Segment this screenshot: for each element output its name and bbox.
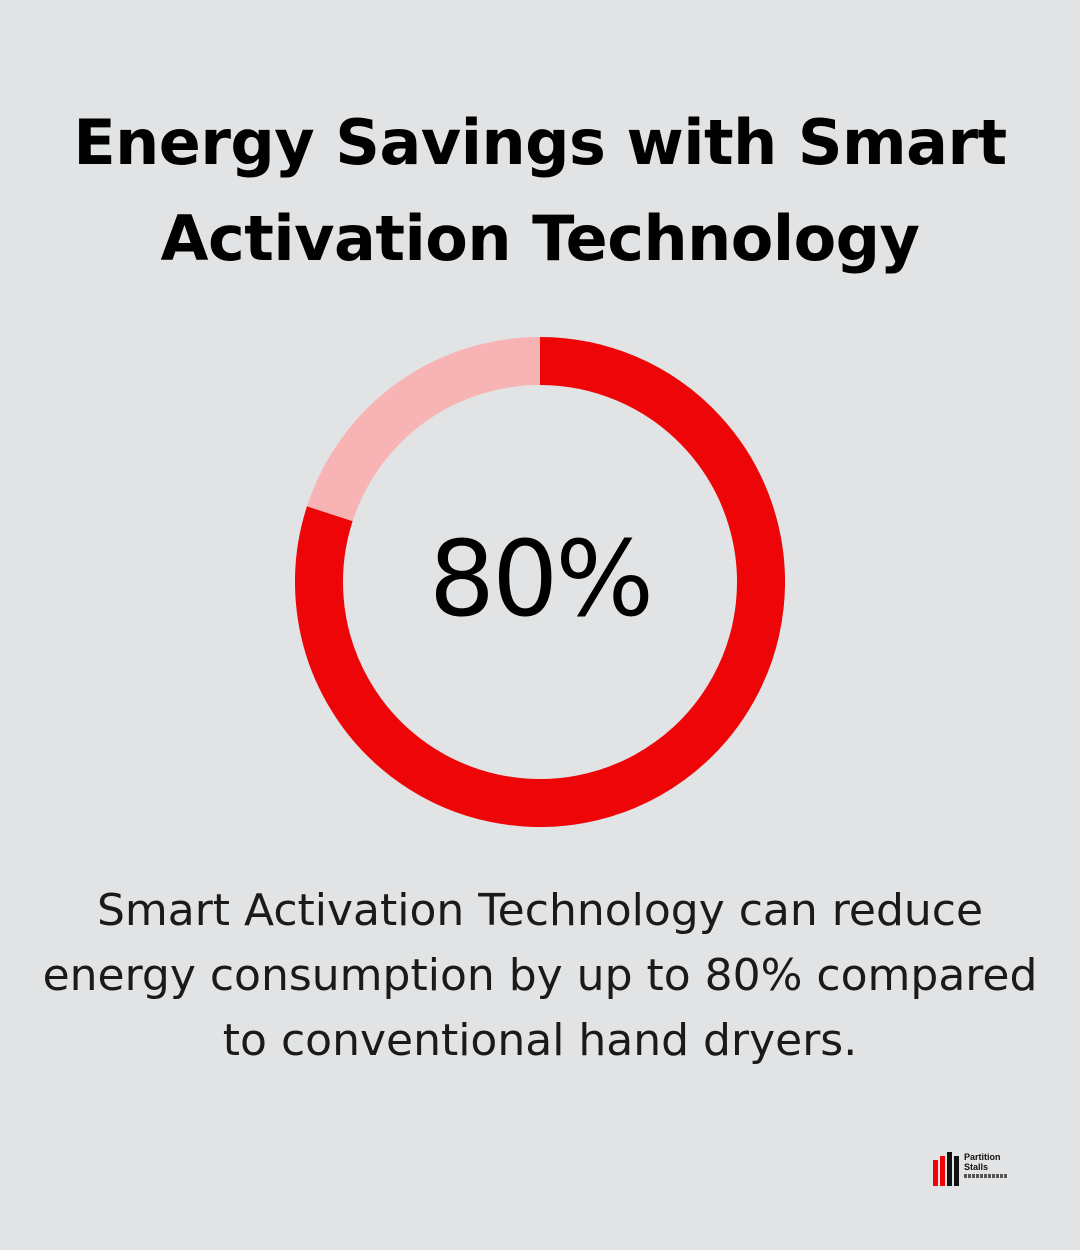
donut-chart: 80% [295, 337, 785, 827]
partition-bars-icon [933, 1152, 959, 1186]
donut-chart-svg [295, 337, 785, 827]
logo-line-1: Partition [964, 1152, 1001, 1162]
description-line-3: to conventional hand dryers. [222, 1015, 858, 1066]
description-line-1: Smart Activation Technology can reduce [96, 885, 984, 936]
logo-line-2: Stalls [964, 1162, 989, 1172]
page-title: Energy Savings with Smart Activation Tec… [40, 95, 1040, 287]
title-line-2: Activation Technology [160, 202, 920, 275]
logo-tagline [964, 1174, 1008, 1178]
donut-center-value: 80% [428, 518, 654, 640]
logo-wordmark: Partition Stalls [964, 1152, 1008, 1178]
title-line-1: Energy Savings with Smart [73, 106, 1007, 179]
brand-logo: Partition Stalls [933, 1152, 1008, 1186]
donut-slice-value [295, 337, 785, 827]
description-line-2: energy consumption by up to 80% compared [42, 950, 1038, 1001]
description-text: Smart Activation Technology can reduce e… [40, 878, 1040, 1073]
donut-slice-remainder [306, 337, 541, 522]
